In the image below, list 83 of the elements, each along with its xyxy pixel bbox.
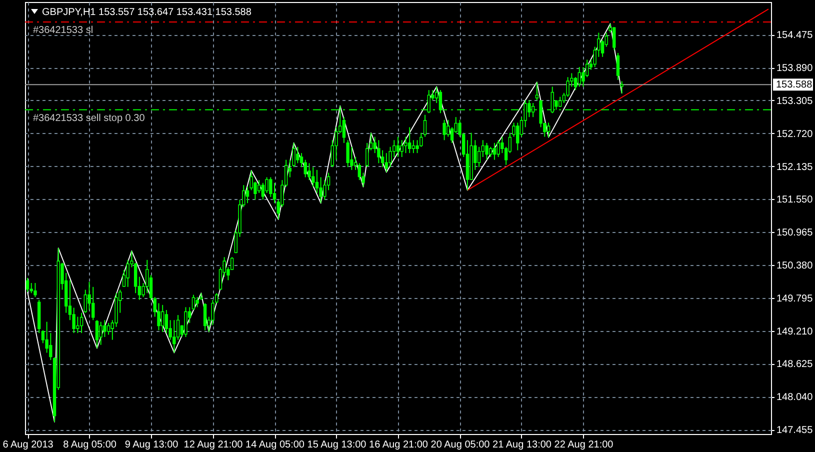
x-tick-label: 15 Aug 13:00	[307, 440, 367, 450]
candlestick	[477, 146, 481, 168]
y-tick-label: 149.795	[776, 293, 814, 304]
candlestick	[34, 282, 37, 298]
candlestick	[384, 152, 388, 173]
candlestick	[311, 166, 315, 188]
candlestick	[377, 140, 380, 164]
candlestick	[192, 294, 196, 310]
text: GBPJPY,H1 153.557 153.647 153.431 153.588	[42, 7, 252, 18]
candlestick	[396, 136, 400, 158]
candlestick	[535, 82, 539, 101]
candlestick	[450, 126, 454, 144]
candlestick	[26, 277, 30, 292]
candlestick	[558, 96, 562, 108]
candlestick	[261, 182, 265, 200]
candlestick	[492, 142, 496, 160]
ref-line-label: #36421533 sell stop 0.30	[33, 112, 146, 124]
candlestick	[76, 316, 80, 334]
y-tick-label: 148.040	[776, 392, 814, 404]
candlestick	[366, 142, 369, 168]
candlestick	[485, 142, 488, 160]
candlestick	[620, 80, 624, 94]
candlestick	[184, 306, 188, 338]
candlestick	[80, 312, 84, 334]
candlestick	[106, 322, 110, 336]
candlestick	[412, 140, 416, 154]
candlestick	[134, 262, 138, 294]
candlestick	[95, 320, 99, 349]
candlestick	[269, 176, 272, 198]
x-tick-label: 16 Aug 21:00	[369, 440, 428, 450]
x-tick-label: 14 Aug 05:00	[246, 440, 305, 450]
y-tick-label: 150.965	[776, 228, 814, 239]
y-tick-label: 151.550	[776, 194, 814, 206]
y-tick-label: 153.890	[776, 63, 814, 74]
candlestick	[296, 146, 300, 164]
candlestick	[176, 314, 180, 340]
candlestick	[404, 136, 408, 154]
candlestick	[423, 114, 427, 138]
candlestick	[146, 259, 149, 294]
candlestick	[516, 122, 520, 151]
candlestick	[546, 122, 550, 138]
candlestick	[164, 309, 168, 334]
candlestick	[160, 304, 164, 332]
candlestick	[99, 321, 102, 346]
candlestick	[489, 146, 492, 158]
x-tick-label: 20 Aug 05:00	[430, 440, 490, 450]
x-tick-label: 12 Aug 21:00	[184, 440, 244, 450]
candlestick	[358, 162, 362, 181]
candlestick	[578, 66, 581, 88]
ref-line-label: #36421533 sl	[33, 25, 94, 36]
candlestick	[196, 296, 199, 308]
candlestick	[616, 52, 620, 80]
candlestick	[400, 140, 404, 158]
candlestick	[84, 289, 87, 314]
candlestick	[612, 26, 616, 51]
candlestick	[442, 119, 446, 141]
ref-line-label: 153.588	[776, 80, 813, 91]
x-tick-label: 22 Aug 21:00	[554, 440, 614, 450]
candlestick	[257, 180, 261, 194]
candlestick	[92, 286, 95, 321]
x-tick-label: 9 Aug 13:00	[124, 440, 179, 450]
x-tick-label: 8 Aug 05:00	[63, 440, 117, 450]
candlestick	[103, 320, 106, 338]
candlestick	[203, 302, 207, 331]
y-tick-label: 149.210	[776, 326, 814, 338]
y-tick-label: 152.135	[776, 162, 814, 173]
candlestick	[315, 169, 319, 194]
y-tick-label: 147.455	[776, 425, 814, 436]
y-tick-label: 153.305	[776, 96, 814, 107]
candlestick	[600, 40, 604, 58]
x-tick-label: 6 Aug 2013	[2, 440, 54, 450]
y-tick-label: 148.625	[776, 359, 814, 370]
candlestick	[408, 126, 412, 154]
candlestick	[30, 282, 33, 294]
y-tick-label: 150.380	[776, 260, 814, 272]
candlestick	[272, 182, 276, 204]
candlestick	[586, 59, 589, 78]
candlestick	[380, 150, 384, 168]
x-tick-label: 21 Aug 13:00	[492, 440, 552, 450]
y-tick-label: 154.475	[776, 30, 814, 42]
candlestick	[496, 140, 500, 158]
candlestick	[304, 159, 307, 178]
y-tick-label: 152.720	[776, 128, 814, 140]
